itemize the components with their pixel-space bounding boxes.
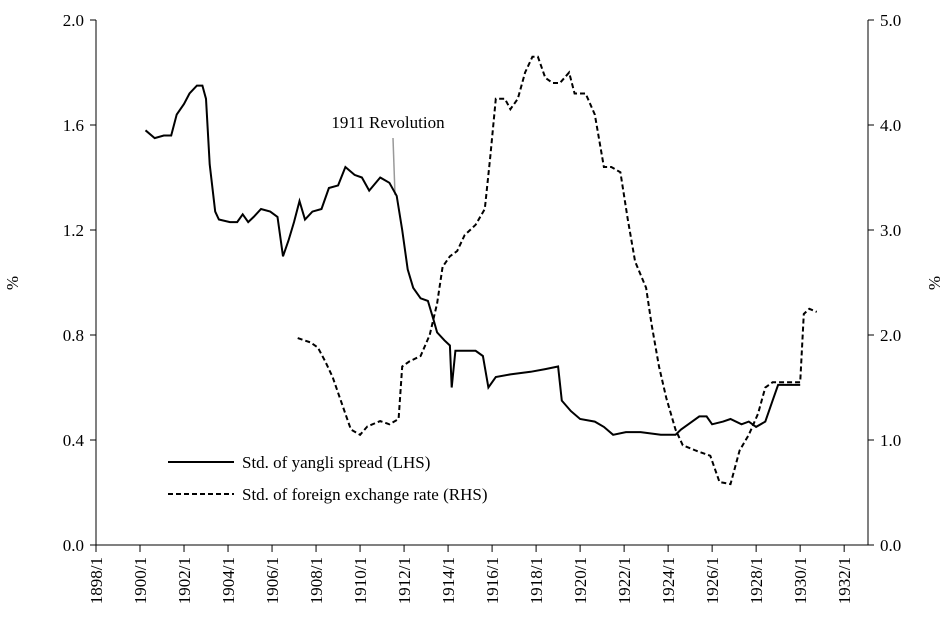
y-tick-label: 2.0 — [63, 11, 84, 30]
annotation: 1911 Revolution — [331, 113, 445, 132]
x-tick-label: 1920/1 — [571, 557, 590, 604]
y-tick-label: 0.4 — [63, 431, 85, 450]
y2-tick-label: 3.0 — [880, 221, 901, 240]
y-tick-label: 1.6 — [63, 116, 84, 135]
y-tick-label: 1.2 — [63, 221, 84, 240]
x-tick-label: 1898/1 — [87, 557, 106, 604]
x-tick-label: 1918/1 — [527, 557, 546, 604]
x-tick-label: 1900/1 — [131, 557, 150, 604]
x-tick-label: 1932/1 — [835, 557, 854, 604]
y2-tick-label: 5.0 — [880, 11, 901, 30]
x-tick-label: 1912/1 — [395, 557, 414, 604]
y-tick-label: 0.8 — [63, 326, 84, 345]
x-tick-label: 1922/1 — [615, 557, 634, 604]
y2-tick-label: 1.0 — [880, 431, 901, 450]
legend-label: Std. of foreign exchange rate (RHS) — [242, 485, 487, 504]
y2-tick-label: 0.0 — [880, 536, 901, 555]
series-line — [144, 84, 801, 436]
x-tick-label: 1906/1 — [263, 557, 282, 604]
x-tick-label: 1908/1 — [307, 557, 326, 604]
x-tick-label: 1928/1 — [747, 557, 766, 604]
series-line — [297, 55, 818, 486]
x-tick-label: 1902/1 — [175, 557, 194, 604]
annotation-line — [392, 137, 396, 196]
y-axis-label: % — [3, 276, 22, 290]
y2-tick-label: 2.0 — [880, 326, 901, 345]
y2-axis-label: % — [925, 276, 944, 290]
x-tick-label: 1904/1 — [219, 557, 238, 604]
x-tick-label: 1910/1 — [351, 557, 370, 604]
y2-tick-label: 4.0 — [880, 116, 901, 135]
legend-label: Std. of yangli spread (LHS) — [242, 453, 430, 472]
x-tick-label: 1924/1 — [659, 557, 678, 604]
x-tick-label: 1926/1 — [703, 557, 722, 604]
x-tick-label: 1930/1 — [791, 557, 810, 604]
y-tick-label: 0.0 — [63, 536, 84, 555]
x-tick-label: 1916/1 — [483, 557, 502, 604]
x-tick-label: 1914/1 — [439, 557, 458, 604]
